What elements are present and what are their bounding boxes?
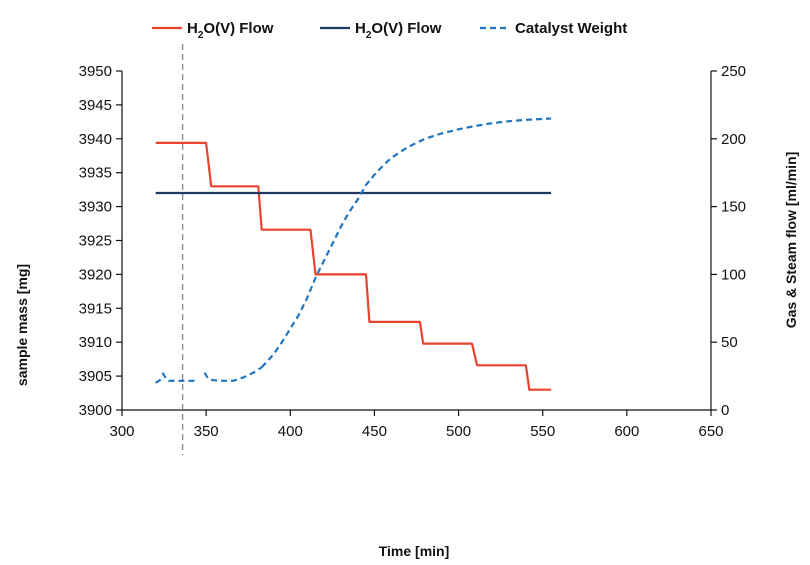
y-right-axis-title: Gas & Steam flow [ml/min] [783, 152, 799, 329]
series-line-3 [260, 117, 552, 369]
series-line-3 [161, 372, 198, 382]
y-right-tick-label: 50 [721, 334, 738, 351]
x-tick-label: 600 [614, 423, 639, 440]
x-tick-label: 650 [698, 423, 723, 440]
y-right-tick-label: 0 [721, 402, 729, 419]
y-left-tick-label: 3930 [79, 199, 112, 216]
series-layer [155, 44, 552, 455]
y-left-tick-label: 3920 [79, 266, 112, 283]
x-tick-label: 350 [194, 423, 219, 440]
x-tick-label: 450 [362, 423, 387, 440]
y-right-tick-label: 250 [721, 63, 746, 80]
y-left-tick-label: 3910 [79, 334, 112, 351]
legend-label-3: Catalyst Weight [515, 20, 627, 37]
y-right-tick-label: 150 [721, 199, 746, 216]
x-tick-label: 300 [109, 423, 134, 440]
axes [121, 71, 712, 411]
ticks: 300 350 400 450 500 550 600 6503900390539103915… [79, 63, 746, 440]
legend-label-1: H2O(V) Flow [187, 20, 274, 41]
y-right-tick-label: 100 [721, 266, 746, 283]
x-tick-label: 400 [278, 423, 303, 440]
y-left-tick-label: 3900 [79, 402, 112, 419]
x-tick-label: 500 [446, 423, 471, 440]
y-left-axis-title: sample mass [mg] [14, 264, 30, 386]
series-line-3 [155, 378, 165, 384]
legend-label-2: H2O(V) Flow [355, 20, 442, 41]
y-left-tick-label: 3905 [79, 368, 112, 385]
legend: H2O(V) Flow H2O(V) Flow Catalyst Weight [152, 20, 627, 41]
y-right-tick-label: 200 [721, 131, 746, 148]
y-left-tick-label: 3950 [79, 63, 112, 80]
series-line-3 [203, 366, 263, 382]
y-left-tick-label: 3925 [79, 233, 112, 250]
y-left-tick-label: 3945 [79, 97, 112, 114]
series-line-1 [155, 141, 552, 391]
y-left-tick-label: 3940 [79, 131, 112, 148]
x-axis-title: Time [min] [379, 543, 450, 559]
x-tick-label: 550 [530, 423, 555, 440]
y-left-tick-label: 3915 [79, 300, 112, 317]
y-left-tick-label: 3935 [79, 165, 112, 182]
